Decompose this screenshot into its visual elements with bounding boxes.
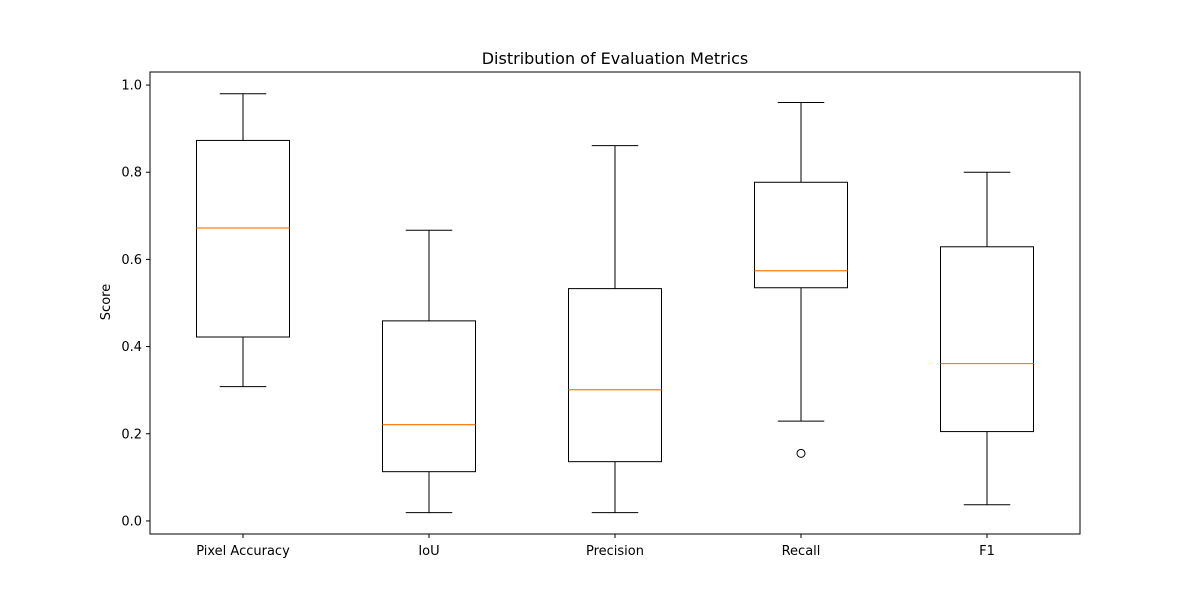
x-tick-label: IoU [418,544,439,559]
axes-frame [149,71,1081,535]
x-tick-label: F1 [979,544,995,559]
x-tick-label: Pixel Accuracy [196,544,290,559]
box-iqr [568,288,662,463]
chart-title: Distribution of Evaluation Metrics [482,49,749,68]
y-tick-label: 0.6 [121,253,142,268]
y-tick-label: 0.2 [121,427,142,442]
x-tick-label: Precision [586,544,644,559]
box-iqr [196,139,290,338]
y-tick-label: 0.4 [121,340,142,355]
y-tick-label: 0.0 [121,514,142,529]
box-iqr [382,320,476,473]
box-iqr [940,246,1034,433]
y-tick-label: 1.0 [121,79,142,94]
y-axis-title: Score [99,284,114,320]
outlier-point [796,448,806,458]
plot-area: 0.0 0.2 0.4 0.6 0.8 1.0 Pixel Accuracy IoU Preci… [121,71,1081,559]
y-tick-label: 0.8 [121,166,142,181]
x-tick-label: Recall [782,544,821,559]
box-iqr [754,181,848,289]
